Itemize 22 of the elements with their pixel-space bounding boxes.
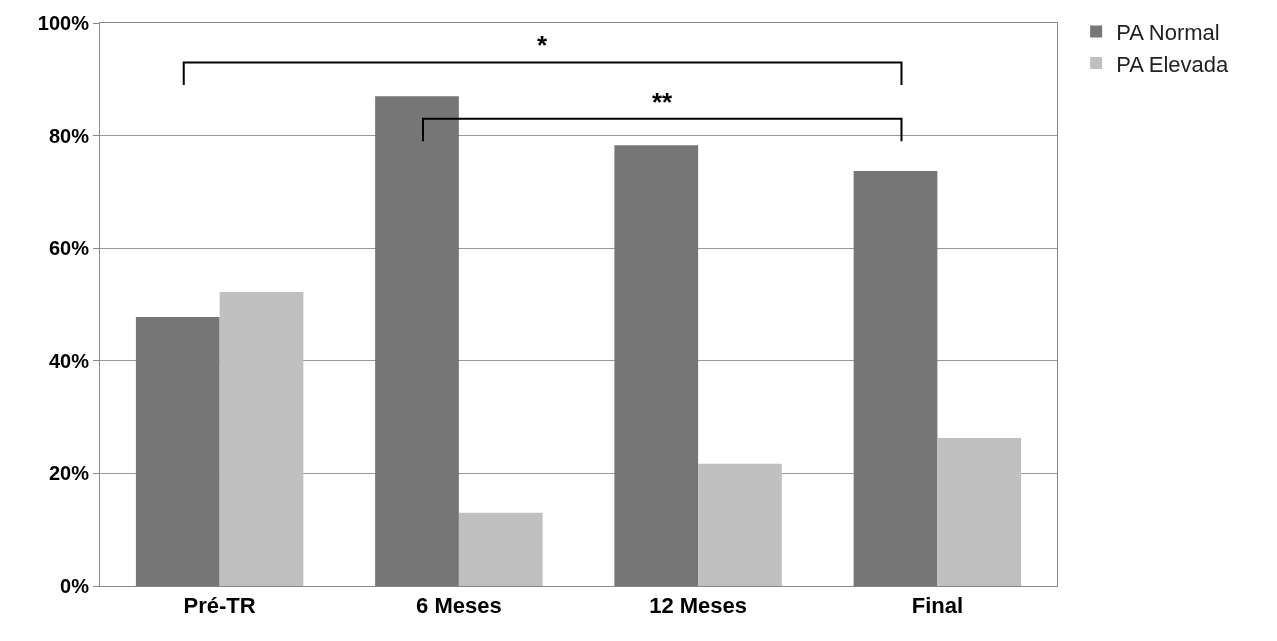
x-tick-label: 12 Meses (649, 593, 748, 619)
y-tick-label: 80% (48, 124, 90, 147)
x-tick-label: Pré-TR (183, 593, 256, 619)
bar (458, 512, 543, 586)
annotation: * (537, 30, 548, 60)
bar (937, 437, 1022, 586)
x-tick-label: Final (911, 593, 964, 619)
legend-label: PA Elevada (1116, 51, 1230, 77)
bar (219, 292, 304, 586)
legend-label: PA Normal (1116, 20, 1220, 46)
y-tick-label: 60% (48, 237, 90, 260)
y-tick-label: 20% (48, 462, 90, 485)
bar (375, 96, 459, 586)
x-tick-label: 6 Meses (416, 593, 502, 619)
y-tick-label: 40% (48, 349, 90, 372)
bar (698, 463, 782, 586)
bar (614, 145, 699, 586)
bar (853, 171, 938, 586)
annotation: ** (652, 87, 674, 117)
y-tick-label: 100% (37, 12, 90, 34)
bar (135, 316, 220, 586)
y-tick-label: 0% (60, 575, 90, 597)
